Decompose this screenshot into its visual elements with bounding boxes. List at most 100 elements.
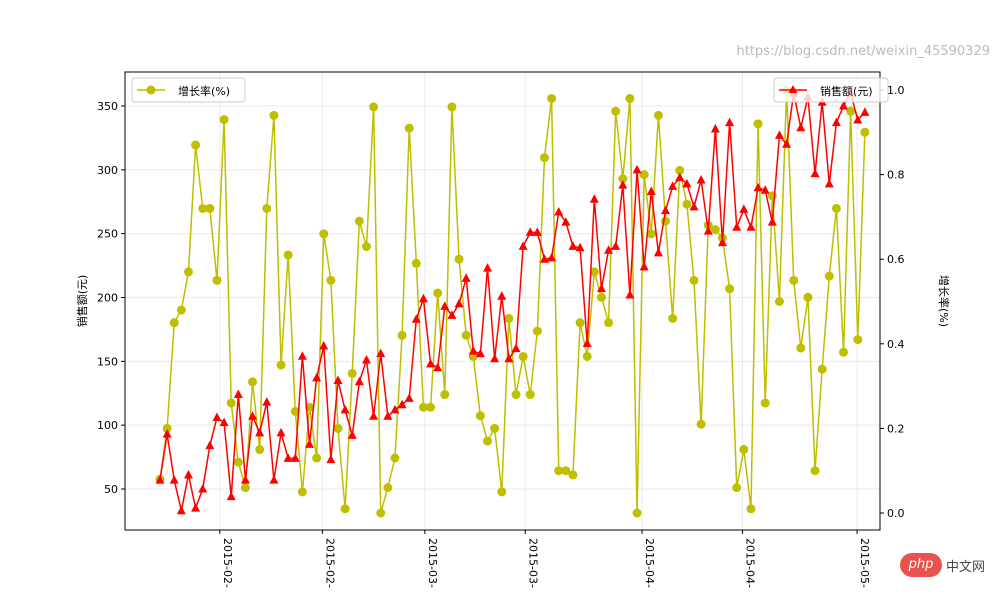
sales-point xyxy=(155,475,165,484)
sales-point xyxy=(710,123,720,133)
sales-point xyxy=(347,430,357,439)
legend-triangle-marker xyxy=(788,85,798,93)
growth-rate-point xyxy=(269,110,279,120)
growth-rate-point xyxy=(611,106,621,116)
growth-rate-point xyxy=(433,288,443,298)
sales-point xyxy=(611,241,621,250)
x-tick-label: 2015-03- xyxy=(526,538,539,588)
sales-point xyxy=(625,289,635,299)
sales-point xyxy=(390,404,400,414)
growth-rate-point xyxy=(668,313,678,323)
growth-rate-point xyxy=(411,258,421,268)
growth-rate-point xyxy=(205,203,215,213)
sales-point xyxy=(468,346,478,355)
growth-rate-point xyxy=(846,106,856,116)
sales-point xyxy=(369,411,379,420)
y-right-tick-label: 0.6 xyxy=(887,253,905,266)
growth-rate-point xyxy=(860,127,870,137)
sales-point xyxy=(618,180,628,189)
growth-rate-point xyxy=(461,330,471,340)
growth-rate-point xyxy=(817,364,827,374)
growth-rate-point xyxy=(853,335,863,345)
sales-point xyxy=(511,343,521,353)
growth-rate-point xyxy=(290,406,300,416)
sales-point xyxy=(262,397,272,406)
sales-point xyxy=(746,222,756,231)
sales-point xyxy=(532,227,542,236)
sales-point xyxy=(810,168,820,178)
growth-rate-point xyxy=(240,483,250,493)
sales-point xyxy=(596,283,606,293)
growth-rate-point xyxy=(447,102,457,112)
sales-point xyxy=(831,117,841,127)
sales-point xyxy=(219,417,229,427)
sales-point xyxy=(824,178,834,188)
growth-rate-point xyxy=(682,199,692,209)
growth-rate-point xyxy=(340,504,350,514)
growth-rate-point xyxy=(547,93,557,103)
growth-rate-point xyxy=(333,423,343,433)
growth-rate-point xyxy=(632,508,642,518)
y-left-tick-label: 100 xyxy=(97,419,118,432)
growth-rate-point xyxy=(753,119,763,129)
growth-rate-point xyxy=(191,140,201,150)
sales-point xyxy=(233,389,243,399)
growth-rate-point xyxy=(297,487,307,497)
growth-rate-point xyxy=(283,250,293,260)
growth-rate-point xyxy=(326,275,336,285)
growth-rate-point xyxy=(746,504,756,514)
growth-rate-point xyxy=(176,305,186,315)
growth-rate-point xyxy=(404,123,414,133)
growth-rate-point xyxy=(497,487,507,497)
growth-rate-point xyxy=(839,347,849,357)
sales-point xyxy=(796,122,806,132)
sales-point xyxy=(575,242,585,252)
sales-point xyxy=(725,117,735,127)
growth-rate-point xyxy=(454,254,464,264)
x-tick-label: 2015-05- xyxy=(858,538,871,588)
growth-rate-point xyxy=(418,402,428,412)
growth-rate-point xyxy=(653,110,663,120)
watermark-url: https://blog.csdn.net/weixin_45590329 xyxy=(736,44,990,59)
y-right-tick-label: 1.0 xyxy=(887,84,905,97)
y-right-tick-label: 0.2 xyxy=(887,422,905,435)
growth-rate-point xyxy=(354,216,364,226)
growth-rate-point xyxy=(233,457,243,467)
growth-rate-point xyxy=(162,423,172,433)
x-tick-label: 2015-02- xyxy=(221,538,234,588)
growth-rate-point xyxy=(661,216,671,226)
growth-rate-point xyxy=(675,165,685,175)
sales-point xyxy=(376,348,386,358)
growth-rate-point xyxy=(475,411,485,421)
axes: 50 100 150 200 250 300 350 0.0 0.2 0.4 0.6 0.8 1.0 20… xyxy=(97,84,905,588)
sales-point xyxy=(354,376,364,386)
growth-rate-point xyxy=(511,390,521,400)
sales-point xyxy=(582,338,592,347)
sales-point xyxy=(205,440,215,450)
sales-point xyxy=(433,362,443,372)
sales-point xyxy=(682,178,692,188)
sales-point xyxy=(490,353,500,363)
sales-point xyxy=(198,484,208,493)
sales-point xyxy=(717,237,727,247)
sales-point xyxy=(504,353,514,363)
sales-point xyxy=(539,254,549,263)
sales-point xyxy=(276,427,286,437)
sales-point xyxy=(418,293,428,303)
sales-point xyxy=(753,182,763,192)
growth-rate-point xyxy=(532,326,542,336)
sales-point xyxy=(475,348,485,358)
growth-rate-point xyxy=(226,398,236,408)
growth-rate-point xyxy=(440,390,450,400)
growth-rate-point xyxy=(383,483,393,493)
sales-point xyxy=(312,372,322,382)
growth-rate-point xyxy=(760,398,770,408)
growth-rate-point xyxy=(276,360,286,370)
sales-point xyxy=(732,222,742,231)
sales-point xyxy=(547,252,557,262)
y-left-tick-label: 50 xyxy=(104,483,118,496)
growth-rate-point xyxy=(810,466,820,476)
growth-rate-point xyxy=(539,153,549,163)
sales-point xyxy=(646,186,656,196)
